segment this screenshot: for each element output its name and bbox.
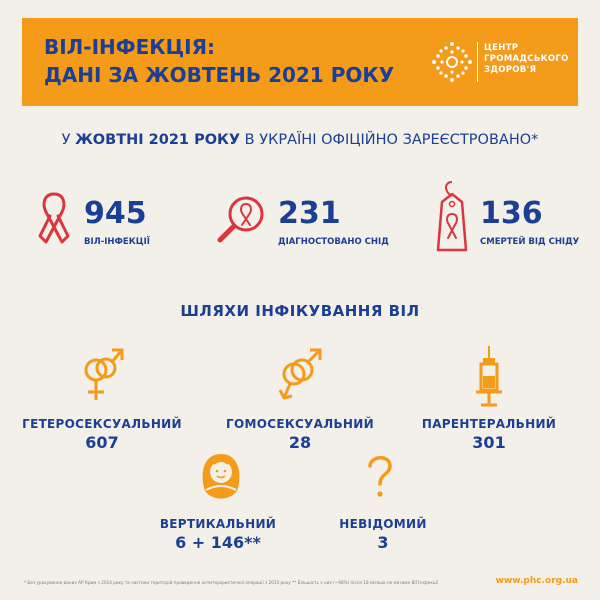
route-homosexual-label: ГОМОСЕКСУАЛЬНИЙ xyxy=(226,417,374,431)
title-line-1: ВІЛ-ІНФЕКЦІЯ: xyxy=(44,35,216,59)
logo-divider xyxy=(477,42,478,82)
public-health-center-logo-icon xyxy=(432,42,472,82)
magnifier-ribbon-icon xyxy=(217,196,264,243)
route-heterosexual-value: 607 xyxy=(85,433,119,452)
route-vertical-label: ВЕРТИКАЛЬНИЙ xyxy=(159,517,277,531)
route-homosexual-value: 28 xyxy=(288,433,312,452)
male-female-icon xyxy=(84,348,124,400)
route-heterosexual-label: ГЕТЕРОСЕКСУАЛЬНИЙ xyxy=(22,417,182,431)
subtitle-prefix: У xyxy=(61,132,76,148)
syringe-icon xyxy=(476,346,502,407)
male-male-icon xyxy=(278,348,322,400)
stat-hiv-value: 945 xyxy=(84,196,147,231)
stat-aids-value: 231 xyxy=(278,196,341,231)
subtitle: У ЖОВТНІ 2021 РОКУ В УКРАЇНІ ОФІЦІЙНО ЗА… xyxy=(0,132,600,148)
stat-deaths-value: 136 xyxy=(480,196,543,231)
route-parenteral-value: 301 xyxy=(472,433,506,452)
ribbon-icon xyxy=(38,192,70,244)
baby-icon xyxy=(202,454,240,499)
route-unknown-label: НЕВІДОМИЙ xyxy=(339,517,427,531)
route-vertical-value: 6 + 146** xyxy=(175,533,261,552)
page-title: ВІЛ-ІНФЕКЦІЯ: ДАНІ ЗА ЖОВТЕНЬ 2021 РОКУ xyxy=(44,33,394,89)
stat-aids-label: ДІАГНОСТОВАНО СНІД xyxy=(278,237,389,247)
route-parenteral-label: ПАРЕНТЕРАЛЬНИЙ xyxy=(421,417,557,431)
stat-deaths-label: СМЕРТЕЙ ВІД СНІДУ xyxy=(480,237,580,247)
route-unknown-value: 3 xyxy=(377,533,389,552)
subtitle-suffix: В УКРАЇНІ ОФІЦІЙНО ЗАРЕЄСТРОВАНО* xyxy=(240,132,539,148)
tag-ribbon-icon xyxy=(436,181,468,252)
section-title: ШЛЯХИ ІНФІКУВАННЯ ВІЛ xyxy=(180,302,420,320)
stat-hiv-label: ВІЛ-ІНФЕКЦІЇ xyxy=(84,237,150,247)
title-line-2: ДАНІ ЗА ЖОВТЕНЬ 2021 РОКУ xyxy=(44,63,395,87)
logo-text-line-3: ЗДОРОВ'Я xyxy=(484,65,537,75)
subtitle-bold: ЖОВТНІ 2021 РОКУ xyxy=(75,132,241,148)
question-icon xyxy=(368,456,392,497)
logo-text-line-1: ЦЕНТР xyxy=(484,43,519,53)
logo-text-line-2: ГРОМАДСЬКОГО xyxy=(484,54,569,64)
website-link[interactable]: www.phc.org.ua xyxy=(495,576,578,586)
footnote: * Без урахування даних АР Крим з 2014 ро… xyxy=(24,580,439,585)
header-banner: ВІЛ-ІНФЕКЦІЯ: ДАНІ ЗА ЖОВТЕНЬ 2021 РОКУ … xyxy=(22,18,578,106)
logo-text: ЦЕНТР ГРОМАДСЬКОГО ЗДОРОВ'Я xyxy=(484,43,569,76)
